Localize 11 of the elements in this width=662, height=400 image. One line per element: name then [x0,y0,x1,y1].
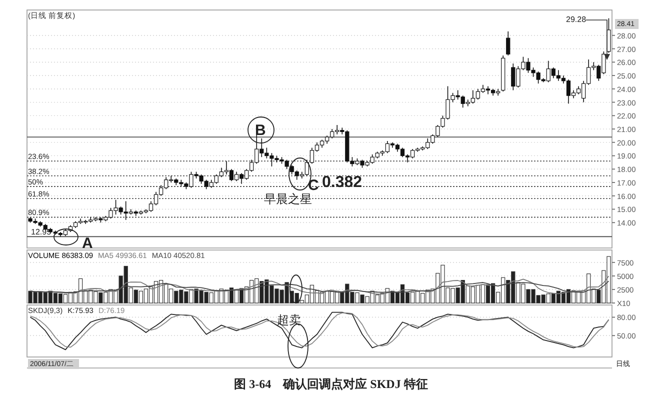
annotation: 29.28 [566,15,587,24]
line-series [30,312,610,348]
annotation: A [82,235,93,252]
annotation: B [255,122,266,139]
candlestick [506,30,510,56]
annotation: 0.382 [322,174,362,191]
line-series [30,280,610,294]
annotation: 早晨之星 [264,192,312,206]
annotation: C [308,177,319,194]
caption: 图 3-64 确认回调点对应 SKDJ 特征 [234,377,428,391]
annotation: 超卖 [277,313,301,327]
